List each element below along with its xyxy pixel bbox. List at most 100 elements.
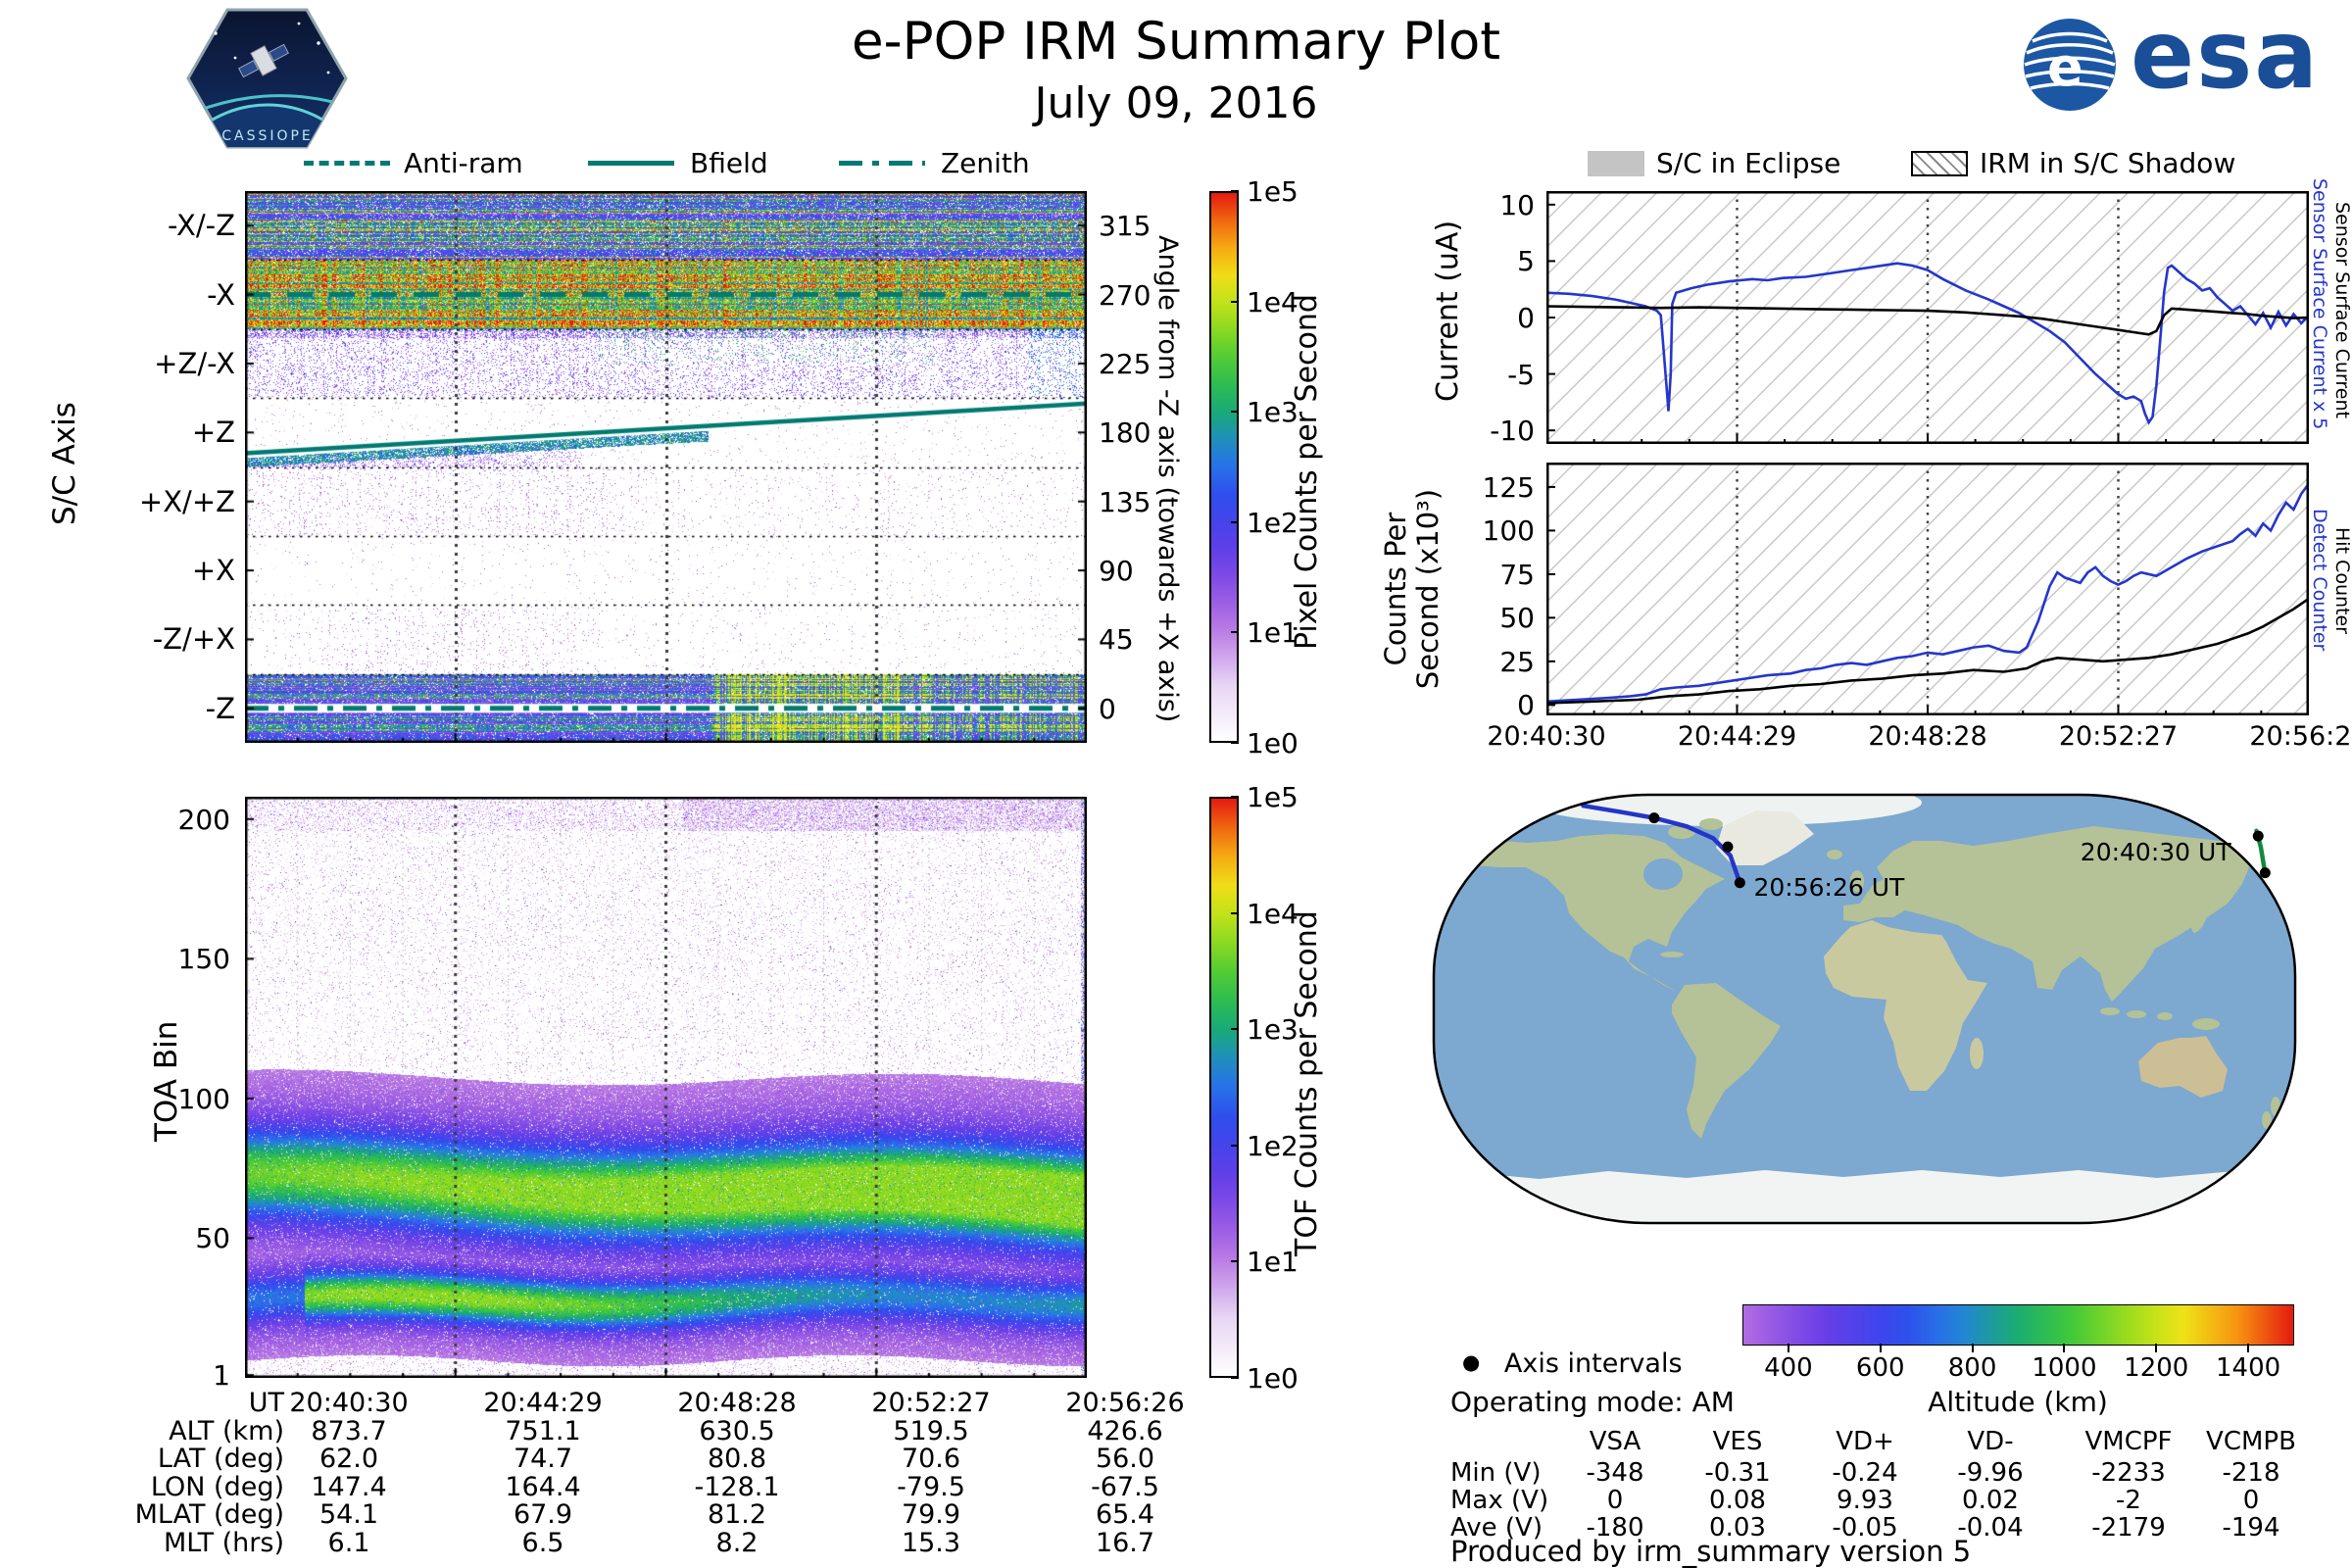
counts-ytick-label: 125	[1482, 470, 1535, 504]
voltage-row-label: Min (V)	[1450, 1458, 1542, 1488]
island-borneo	[2127, 1010, 2146, 1018]
axis-band-label: +X/+Z	[138, 484, 235, 518]
ground-track-end	[1581, 803, 1742, 885]
colorbar-tick-mark	[1231, 300, 1239, 303]
axis-intervals-label: Axis intervals	[1503, 1348, 1683, 1379]
island-iceland	[1827, 850, 1842, 859]
cassiope-logo: CASSIOPE	[181, 4, 353, 153]
ephemeris-value: 751.1	[505, 1415, 581, 1446]
colorbar-tick-mark	[1231, 796, 1239, 798]
altitude-tick-label: 600	[1855, 1353, 1905, 1383]
ephemeris-value: 65.4	[1095, 1499, 1155, 1530]
counts-ytick-label: 50	[1499, 602, 1535, 635]
detect-counter-label: Detect Counter	[2309, 509, 2330, 652]
axis-intervals-legend: ● Axis intervals	[1462, 1348, 1683, 1379]
bfield-label: Bfield	[690, 147, 768, 179]
continent-australia	[2138, 1036, 2228, 1098]
ephemeris-value: 873.7	[311, 1415, 387, 1446]
tof-colorbar-tick-label: 1e4	[1247, 897, 1298, 930]
continent-greenland	[1716, 810, 1814, 865]
angle-tick-label: 45	[1099, 623, 1134, 657]
island-arctic-2	[1699, 818, 1723, 830]
toa-spectrogram	[245, 797, 1087, 1378]
axis-band-label: -Z	[205, 691, 235, 725]
ephemeris-row-label: LON (deg)	[150, 1471, 284, 1502]
angle-tick-label: 90	[1099, 555, 1134, 588]
hit-detect-plot	[1546, 463, 2309, 715]
axis-interval-dot-icon	[1722, 841, 1734, 853]
altitude-tick-mark	[2247, 1344, 2250, 1352]
sensor-surface-current-series	[1546, 305, 2309, 336]
pixel-colorbar-tick-label: 1e4	[1247, 285, 1298, 318]
axis-band-label: -X	[207, 277, 235, 312]
voltage-column-header: VES	[1712, 1427, 1763, 1456]
cassiope-wordmark: CASSIOPE	[221, 128, 314, 144]
angle-tick-label: 225	[1099, 347, 1152, 380]
altitude-tick-label: 400	[1764, 1353, 1813, 1383]
esa-wordmark: esa	[2131, 0, 2321, 110]
ephemeris-row-label: LAT (deg)	[157, 1444, 284, 1474]
colorbar-tick-mark	[1231, 631, 1239, 634]
angle-tick-label: 135	[1099, 485, 1152, 518]
voltage-value: 0.08	[1709, 1486, 1766, 1515]
ephemeris-value: 79.9	[901, 1499, 961, 1530]
axis-interval-dot-icon: ●	[1462, 1350, 1481, 1374]
colorbar-tick-mark	[1231, 1028, 1239, 1031]
anti-ram-label: Anti-ram	[404, 147, 523, 179]
bfield-line-sample	[588, 161, 674, 166]
altitude-tick-label: 1200	[2124, 1353, 2189, 1383]
shadow-legend: S/C in Eclipse IRM in S/C Shadow	[1588, 145, 2352, 180]
ephemeris-value: 54.1	[318, 1499, 379, 1530]
toa-tick-label: 1	[213, 1359, 230, 1393]
tof-colorbar-tick-label: 1e5	[1247, 781, 1298, 813]
ephemeris-value: 20:52:27	[871, 1388, 991, 1418]
voltage-column-header: VD+	[1836, 1427, 1894, 1456]
colorbar-tick-mark	[1231, 911, 1239, 914]
pixel-counts-colorbar-label: Pixel Counts per Second	[1290, 294, 1324, 650]
tof-colorbar-tick-label: 1e3	[1247, 1013, 1298, 1047]
sc-axis-spectrogram	[245, 191, 1087, 743]
counts-ytick-label: 75	[1499, 558, 1535, 591]
axis-interval-dot-icon	[2259, 867, 2271, 879]
ephemeris-value: -79.5	[897, 1471, 965, 1502]
ephemeris-value: 426.6	[1087, 1415, 1163, 1446]
eclipse-swatch	[1588, 151, 1644, 176]
svg-text:e: e	[2047, 36, 2083, 98]
current-ytick-label: -10	[1490, 415, 1535, 448]
voltage-value: -0.04	[1957, 1513, 2024, 1543]
pixel-colorbar-tick-label: 1e2	[1247, 506, 1298, 539]
ephemeris-row-label: MLAT (deg)	[134, 1499, 284, 1530]
time-tick-label: 20:44:29	[1677, 721, 1797, 752]
ephemeris-row-label: ALT (km)	[169, 1415, 284, 1446]
axis-band-label: +Z	[191, 416, 235, 450]
line-style-legend: Anti-ram Bfield Zenith	[294, 145, 1078, 180]
colorbar-tick-mark	[1231, 520, 1239, 523]
island-madagascar	[1970, 1038, 1984, 1069]
ephemeris-value: -67.5	[1091, 1471, 1159, 1502]
ephemeris-value: 74.7	[513, 1444, 573, 1474]
current-ytick-label: 0	[1517, 302, 1535, 334]
voltage-value: 0.03	[1709, 1513, 1766, 1543]
detect-counter-series	[1546, 482, 2309, 704]
voltage-value: -2	[2116, 1486, 2141, 1515]
ephemeris-row-label: MLT (hrs)	[163, 1527, 284, 1558]
voltage-value: 0	[2242, 1486, 2260, 1515]
angle-axis-label: Angle from -Z axis (towards +X axis)	[1152, 235, 1183, 723]
angle-tick-label: 270	[1099, 278, 1152, 312]
altitude-tick-label: 1400	[2215, 1353, 2281, 1383]
eclipse-label: S/C in Eclipse	[1656, 147, 1841, 179]
voltage-value: -348	[1586, 1458, 1644, 1488]
voltage-column-header: VMCPF	[2084, 1427, 2173, 1456]
axis-interval-dot-icon	[1648, 812, 1660, 824]
ephemeris-value: 6.1	[327, 1527, 370, 1558]
hudson-bay	[1643, 858, 1683, 890]
altitude-tick-label: 800	[1947, 1353, 1997, 1383]
map-body	[1434, 795, 2295, 1223]
ephemeris-value: 81.2	[707, 1499, 767, 1530]
axis-band-label: +X	[191, 554, 235, 588]
ephemeris-value: -128.1	[694, 1471, 780, 1502]
voltage-value: -9.96	[1957, 1458, 2024, 1488]
counts-ytick-label: 100	[1482, 514, 1535, 548]
voltage-column-header: VCMPB	[2206, 1427, 2296, 1456]
voltage-value: -2233	[2091, 1458, 2166, 1488]
